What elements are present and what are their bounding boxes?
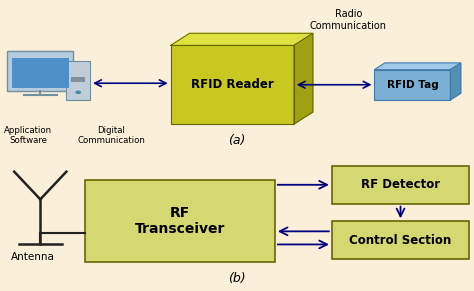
Text: (a): (a) (228, 134, 246, 147)
Bar (71, 77, 85, 82)
Text: RF Detector: RF Detector (361, 178, 440, 191)
Bar (85, 180, 275, 262)
Text: Radio
Communication: Radio Communication (310, 9, 387, 31)
Text: RF
Transceiver: RF Transceiver (135, 206, 225, 236)
Circle shape (75, 91, 81, 94)
Polygon shape (374, 63, 461, 70)
Bar (332, 166, 469, 204)
Text: RFID Reader: RFID Reader (191, 78, 273, 91)
Bar (12, 58, 69, 88)
Text: Digital
Communication: Digital Communication (77, 126, 146, 145)
Text: RFID Tag: RFID Tag (386, 80, 438, 90)
Bar (374, 70, 450, 100)
Text: (b): (b) (228, 272, 246, 285)
Bar (171, 45, 294, 124)
Bar (7, 52, 73, 91)
Text: Application
Software: Application Software (4, 126, 53, 145)
Polygon shape (294, 33, 313, 124)
Bar (332, 221, 469, 259)
Bar (66, 61, 90, 100)
Text: Antenna: Antenna (11, 252, 55, 262)
Text: Control Section: Control Section (349, 234, 452, 246)
Polygon shape (450, 63, 461, 100)
Polygon shape (171, 33, 313, 45)
